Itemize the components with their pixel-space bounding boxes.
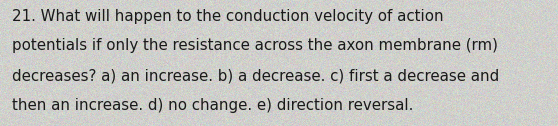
Text: 21. What will happen to the conduction velocity of action: 21. What will happen to the conduction v… [12,9,444,24]
Text: decreases? a) an increase. b) a decrease. c) first a decrease and: decreases? a) an increase. b) a decrease… [12,68,499,83]
Text: potentials if only the resistance across the axon membrane (rm): potentials if only the resistance across… [12,38,498,53]
Text: then an increase. d) no change. e) direction reversal.: then an increase. d) no change. e) direc… [12,98,413,113]
